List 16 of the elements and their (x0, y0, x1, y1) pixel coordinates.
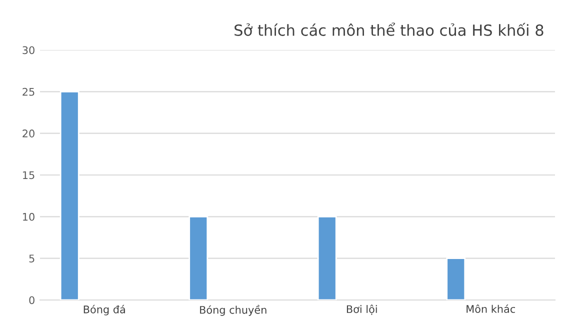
bar (446, 258, 466, 300)
y-tick-label: 10 (23, 212, 34, 221)
chart-title: Sở thích các môn thể thao của HS khối 8 (234, 22, 544, 36)
bar (317, 216, 337, 300)
y-tick-label: 25 (22, 88, 34, 96)
bar (188, 216, 208, 300)
x-tick-label: Bóng đá (84, 304, 125, 316)
bar (60, 90, 80, 300)
x-tick-label: Bóng chuyền (200, 304, 266, 316)
y-tick-label: 20 (22, 130, 34, 138)
x-tick-label: Bơi lội (346, 304, 377, 315)
y-tick-label: 30 (22, 46, 34, 54)
y-tick-label: 5 (29, 254, 34, 262)
y-tick-label: 15 (23, 171, 34, 180)
y-tick-label: 0 (29, 296, 34, 304)
x-tick-label: Môn khác (466, 304, 515, 313)
